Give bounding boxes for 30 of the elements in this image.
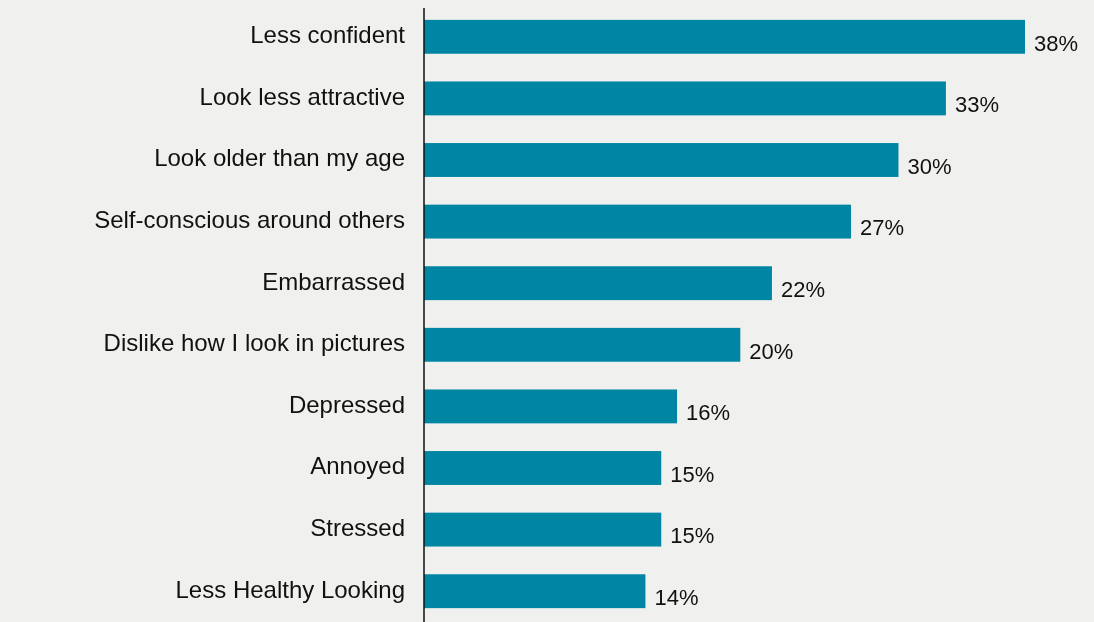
- y-tick-label: Dislike how I look in pictures: [103, 329, 405, 357]
- y-tick-label: Look less attractive: [199, 82, 405, 110]
- bar: [424, 204, 852, 239]
- data-label: 27%: [860, 215, 905, 241]
- data-label: 33%: [954, 92, 999, 118]
- bar: [424, 266, 772, 301]
- y-tick-label: Annoyed: [310, 452, 405, 480]
- data-label: 22%: [780, 277, 825, 303]
- y-tick-label: Self-conscious around others: [94, 205, 405, 233]
- y-tick-label: Depressed: [288, 390, 405, 418]
- data-label: 38%: [1034, 30, 1079, 56]
- bar: [424, 81, 946, 116]
- y-tick-label: Stressed: [310, 513, 405, 541]
- data-label: 14%: [654, 585, 699, 611]
- bar: [424, 512, 662, 547]
- bar: [424, 451, 662, 485]
- y-tick-label: Less Healthy Looking: [175, 575, 405, 603]
- data-label: 15%: [670, 523, 715, 549]
- y-tick-label: Look older than my age: [154, 144, 405, 172]
- bar: [424, 327, 741, 362]
- data-label: 15%: [670, 461, 715, 487]
- data-label: 30%: [907, 153, 952, 179]
- bar: [424, 389, 678, 424]
- y-tick-label: Embarrassed: [262, 267, 405, 295]
- bar: [424, 574, 646, 609]
- y-tick-label: Less confident: [250, 21, 406, 49]
- data-label: 16%: [686, 400, 731, 426]
- bar: [424, 19, 1025, 54]
- bar: [424, 143, 899, 177]
- data-label: 20%: [749, 338, 794, 364]
